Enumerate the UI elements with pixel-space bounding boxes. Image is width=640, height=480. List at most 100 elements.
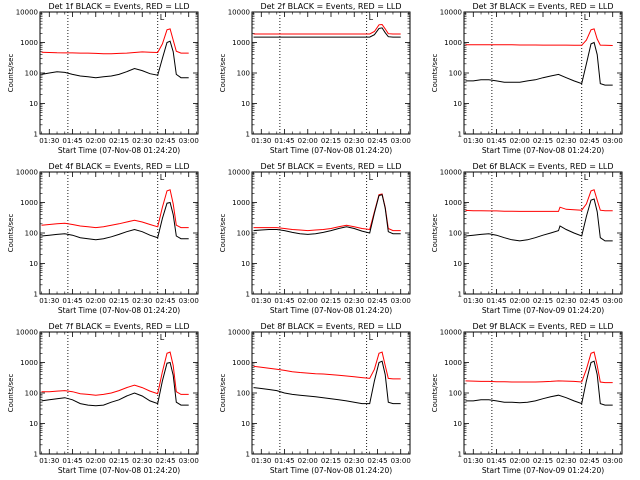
y-axis-label: Counts/sec <box>7 54 15 93</box>
y-tick-label: 1 <box>34 291 38 299</box>
y-axis-label: Counts/sec <box>431 374 439 413</box>
y-tick-label: 10000 <box>228 169 250 177</box>
x-tick-label: 02:45 <box>155 137 175 145</box>
plot-frame <box>39 11 199 135</box>
interval-marker: L <box>369 173 374 182</box>
x-tick-label: 03:00 <box>603 457 623 465</box>
x-tick-label: 02:30 <box>556 457 576 465</box>
interval-marker: L <box>584 173 589 182</box>
y-tick-label: 100 <box>237 230 250 238</box>
series-events-line <box>465 41 613 86</box>
x-tick-label: 01:45 <box>486 457 506 465</box>
x-tick-label: 02:30 <box>556 297 576 305</box>
x-tick-label: 02:00 <box>298 137 318 145</box>
plot-frame <box>251 11 411 135</box>
interval-marker: L <box>584 333 589 342</box>
y-tick-label: 10000 <box>440 329 462 337</box>
x-tick-label: 02:30 <box>132 137 152 145</box>
x-axis-label: Start Time (07-Nov-08 01:24:20) <box>270 466 392 475</box>
chart-panel-5: Det 5f BLACK = Events, RED = LLD Counts/s… <box>219 162 411 315</box>
y-tick-label: 10 <box>29 100 38 108</box>
chart-panel-2: Det 2f BLACK = Events, RED = LLD Counts/s… <box>219 2 411 155</box>
x-tick-label: 02:45 <box>367 137 387 145</box>
series-events-line <box>41 361 189 407</box>
chart-title: Det 2f BLACK = Events, RED = LLD <box>260 2 401 11</box>
plot-frame <box>39 331 199 455</box>
chart-title: Det 7f BLACK = Events, RED = LLD <box>48 322 189 331</box>
x-tick-label: 02:00 <box>510 297 530 305</box>
x-tick-label: 02:45 <box>155 457 175 465</box>
y-tick-label: 10 <box>453 420 462 428</box>
x-tick-label: 02:00 <box>86 137 106 145</box>
chart-panel-4: Det 4f BLACK = Events, RED = LLD Counts/s… <box>7 162 199 315</box>
y-tick-label: 10000 <box>440 9 462 17</box>
x-tick-label: 01:30 <box>251 297 271 305</box>
y-tick-label: 1000 <box>232 359 250 367</box>
plot-frame <box>463 171 623 295</box>
x-tick-label: 02:00 <box>86 297 106 305</box>
series-lld-line <box>41 189 189 229</box>
y-tick-label: 100 <box>237 70 250 78</box>
y-tick-label: 1000 <box>444 359 462 367</box>
x-tick-label: 01:30 <box>39 137 59 145</box>
interval-marker: L <box>369 13 374 22</box>
interval-marker: L <box>160 333 165 342</box>
interval-marker: L <box>160 13 165 22</box>
y-tick-label: 1000 <box>232 39 250 47</box>
x-tick-label: 02:15 <box>321 297 341 305</box>
x-axis-label: Start Time (07-Nov-08 01:24:20) <box>58 146 180 155</box>
x-tick-label: 01:30 <box>251 457 271 465</box>
x-tick-label: 01:30 <box>251 137 271 145</box>
y-tick-label: 10000 <box>16 9 38 17</box>
x-tick-label: 02:45 <box>579 137 599 145</box>
y-tick-label: 1 <box>458 131 462 139</box>
y-tick-label: 1000 <box>20 359 38 367</box>
y-tick-label: 10 <box>241 420 250 428</box>
series-events-line <box>465 360 613 406</box>
x-tick-label: 01:30 <box>39 457 59 465</box>
chart-title: Det 1f BLACK = Events, RED = LLD <box>48 2 189 11</box>
interval-marker: L <box>584 13 589 22</box>
x-tick-label: 02:15 <box>321 137 341 145</box>
y-tick-label: 100 <box>449 390 462 398</box>
x-tick-label: 02:00 <box>86 457 106 465</box>
x-tick-label: 03:00 <box>391 297 411 305</box>
y-tick-label: 1000 <box>232 199 250 207</box>
y-tick-label: 1000 <box>20 199 38 207</box>
x-tick-label: 03:00 <box>179 297 199 305</box>
chart-title: Det 9f BLACK = Events, RED = LLD <box>472 322 613 331</box>
x-tick-label: 01:30 <box>39 297 59 305</box>
plot-frame <box>463 331 623 455</box>
y-tick-label: 1000 <box>20 39 38 47</box>
chart-panel-7: Det 7f BLACK = Events, RED = LLD Counts/s… <box>7 322 199 475</box>
x-axis-label: Start Time (07-Nov-08 01:24:20) <box>270 146 392 155</box>
x-tick-label: 02:45 <box>579 457 599 465</box>
y-axis-label: Counts/sec <box>431 214 439 253</box>
y-axis-label: Counts/sec <box>7 214 15 253</box>
chart-panel-8: Det 8f BLACK = Events, RED = LLD Counts/s… <box>219 322 411 475</box>
chart-title: Det 5f BLACK = Events, RED = LLD <box>260 162 401 171</box>
chart-title: Det 6f BLACK = Events, RED = LLD <box>472 162 613 171</box>
series-lld-line <box>41 351 189 396</box>
y-tick-label: 1 <box>246 131 250 139</box>
x-tick-label: 02:45 <box>367 297 387 305</box>
x-axis-label: Start Time (07-Nov-08 01:24:20) <box>270 306 392 315</box>
x-tick-label: 01:45 <box>486 137 506 145</box>
series-events-line <box>41 40 189 79</box>
x-tick-label: 01:45 <box>62 137 82 145</box>
series-lld-line <box>465 28 613 46</box>
interval-marker: L <box>369 333 374 342</box>
x-tick-label: 02:00 <box>298 297 318 305</box>
y-tick-label: 10 <box>241 260 250 268</box>
x-tick-label: 01:30 <box>463 457 483 465</box>
x-tick-label: 03:00 <box>603 137 623 145</box>
chart-panel-3: Det 3f BLACK = Events, RED = LLD Counts/s… <box>431 2 623 155</box>
x-tick-label: 02:45 <box>367 457 387 465</box>
y-tick-label: 1 <box>34 131 38 139</box>
x-tick-label: 02:15 <box>321 457 341 465</box>
y-tick-label: 100 <box>449 230 462 238</box>
x-tick-label: 02:30 <box>556 137 576 145</box>
x-tick-label: 02:00 <box>298 457 318 465</box>
y-tick-label: 10000 <box>228 9 250 17</box>
y-tick-label: 100 <box>449 70 462 78</box>
